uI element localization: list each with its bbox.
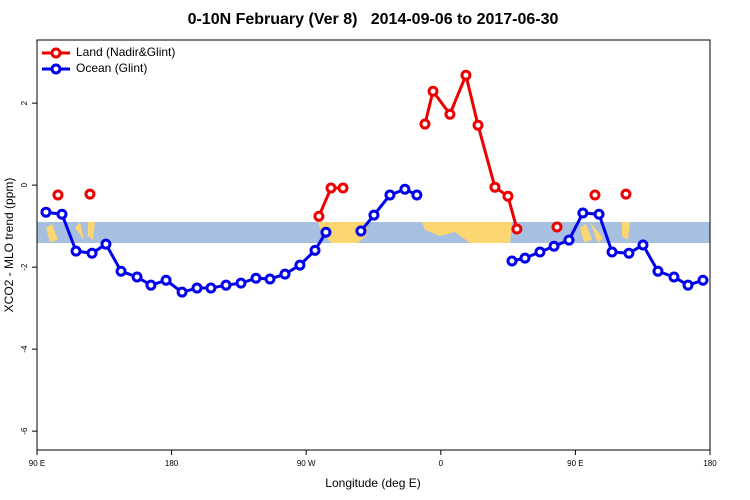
y-axis-label: XCO2 - MLO trend (ppm) xyxy=(2,178,16,313)
data-point xyxy=(40,206,52,218)
data-point xyxy=(325,182,337,194)
map-band xyxy=(37,222,710,243)
data-point xyxy=(427,85,439,97)
data-point xyxy=(86,247,98,259)
x-tick-label: 180 xyxy=(703,459,717,468)
data-point xyxy=(309,244,321,256)
data-point xyxy=(563,234,575,246)
data-point xyxy=(384,189,396,201)
data-point xyxy=(697,274,709,286)
data-point xyxy=(70,245,82,257)
data-point xyxy=(399,183,411,195)
data-point xyxy=(279,268,291,280)
data-point xyxy=(250,272,262,284)
data-point xyxy=(337,182,349,194)
data-point xyxy=(589,189,601,201)
data-point xyxy=(548,240,560,252)
data-point xyxy=(131,271,143,283)
data-point xyxy=(534,246,546,258)
data-point xyxy=(506,255,518,267)
data-point xyxy=(313,210,325,222)
data-point xyxy=(320,226,332,238)
x-tick-label: 90 E xyxy=(29,459,45,468)
x-tick-label: 0 xyxy=(439,459,444,468)
data-point xyxy=(52,189,64,201)
data-point xyxy=(489,181,501,193)
x-tick-label: 90 W xyxy=(297,459,316,468)
chart-title: 0-10N February (Ver 8) 2014-09-06 to 201… xyxy=(188,11,559,28)
data-point xyxy=(368,209,380,221)
data-point xyxy=(606,246,618,258)
y-tick-label: -4 xyxy=(20,345,29,353)
data-point xyxy=(145,279,157,291)
land-shape xyxy=(318,222,368,243)
data-point xyxy=(623,247,635,259)
data-point xyxy=(84,188,96,200)
data-point xyxy=(668,271,680,283)
data-point xyxy=(620,188,632,200)
data-point xyxy=(460,69,472,81)
data-point xyxy=(472,119,484,131)
data-point xyxy=(444,108,456,120)
data-point xyxy=(235,277,247,289)
x-tick-label: 90 E xyxy=(567,459,583,468)
legend-label: Land (Nadir&Glint) xyxy=(76,45,175,59)
data-point xyxy=(502,190,514,202)
data-point xyxy=(294,259,306,271)
data-point xyxy=(205,282,217,294)
legend-marker xyxy=(50,47,62,59)
legend-label: Ocean (Glint) xyxy=(76,61,147,75)
data-point xyxy=(637,239,649,251)
data-point xyxy=(652,265,664,277)
y-tick-label: 2 xyxy=(20,100,29,105)
data-point xyxy=(191,282,203,294)
data-point xyxy=(577,207,589,219)
data-point xyxy=(419,118,431,130)
data-point xyxy=(100,238,112,250)
data-point xyxy=(220,279,232,291)
data-point xyxy=(519,252,531,264)
land-shape xyxy=(422,222,512,243)
data-point xyxy=(511,223,523,235)
data-point xyxy=(411,189,423,201)
data-point xyxy=(176,286,188,298)
y-tick-label: -2 xyxy=(20,263,29,271)
data-point xyxy=(264,273,276,285)
land-shape xyxy=(46,222,95,242)
data-point xyxy=(682,279,694,291)
land-shape xyxy=(580,222,630,243)
data-point xyxy=(551,221,563,233)
data-point xyxy=(593,208,605,220)
data-point xyxy=(160,274,172,286)
x-axis-label: Longitude (deg E) xyxy=(325,476,420,490)
y-tick-label: 0 xyxy=(20,182,29,187)
data-point xyxy=(56,208,68,220)
series-line xyxy=(319,75,626,229)
plot-frame xyxy=(36,39,711,451)
ocean-band xyxy=(37,222,710,243)
x-tick-label: 180 xyxy=(165,459,179,468)
data-point xyxy=(355,225,367,237)
legend-marker xyxy=(50,63,62,75)
data-point xyxy=(115,265,127,277)
y-tick-label: -6 xyxy=(20,427,29,435)
